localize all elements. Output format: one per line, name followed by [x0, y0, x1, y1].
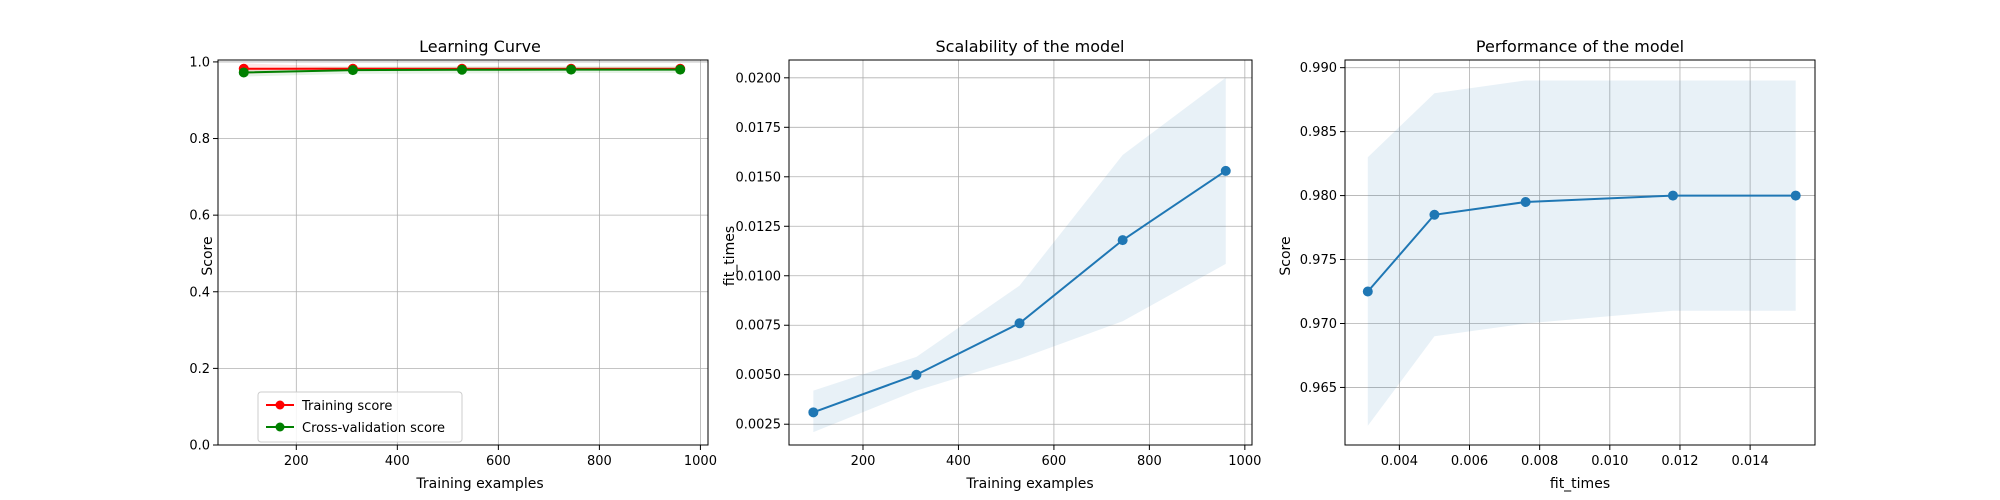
x-tick-label: 1000 [684, 454, 717, 469]
y-tick-label: 0.0050 [736, 368, 782, 383]
y-axis-label: Score [1278, 236, 1294, 275]
legend: Training score Cross-validation score [257, 391, 463, 443]
y-axis-label: Score [200, 236, 216, 275]
data-point-series-0 [911, 369, 922, 380]
y-tick-label: 0.4 [189, 285, 210, 300]
x-tick-label: 200 [284, 454, 309, 469]
data-point-series-0 [1014, 318, 1025, 329]
chart-title: Scalability of the model [936, 37, 1125, 56]
y-tick-label: 1.0 [189, 55, 210, 70]
data-point-series-0 [1362, 286, 1373, 297]
plot-area: 0.004 0.006 0.008 0.010 0.012 0.014 0.965 0.970… [1300, 59, 1816, 469]
x-tick-label: 600 [486, 454, 511, 469]
plot-area: 200 400 600 800 1000 0.0025 0.0050 0.0075 0.0100… [736, 59, 1261, 469]
data-point-series-0 [1520, 196, 1531, 207]
legend-label-training-score: Training score [301, 399, 392, 414]
x-axis-label: Training examples [415, 476, 543, 492]
y-tick-label: 0.0200 [736, 71, 782, 86]
y-tick-label: 0.0100 [736, 269, 782, 284]
legend-box [257, 391, 463, 443]
axes-frame [788, 59, 1253, 446]
x-axis-label: Training examples [965, 476, 1093, 492]
x-tick-label: 400 [385, 454, 410, 469]
x-tick-label: 400 [946, 454, 971, 469]
data-point-series-0 [808, 407, 819, 418]
y-tick-label: 0.0 [189, 439, 210, 454]
legend-marker-training-score [275, 400, 285, 410]
confidence-band-series-0 [813, 77, 1226, 433]
performance-panel: 0.004 0.006 0.008 0.010 0.012 0.014 0.965 0.970… [1278, 37, 1816, 492]
y-tick-label: 0.8 [189, 132, 210, 147]
x-tick-label: 0.010 [1591, 454, 1628, 469]
plot-background [218, 60, 708, 445]
x-tick-label: 600 [1041, 454, 1066, 469]
y-tick-label: 0.2 [189, 362, 210, 377]
legend-marker-cross-validation-score [275, 422, 285, 432]
plot-background [789, 60, 1252, 445]
data-point-series-0 [1790, 190, 1801, 201]
data-point-series-0 [1117, 235, 1128, 246]
chart-title: Learning Curve [419, 37, 541, 56]
y-tick-label: 0.0150 [736, 170, 782, 185]
x-axis-label: fit_times [1550, 476, 1610, 492]
data-point-series-0 [1667, 190, 1678, 201]
x-tick-label: 800 [1137, 454, 1162, 469]
data-point-series-0 [1429, 209, 1440, 220]
y-tick-label: 0.0175 [736, 121, 782, 136]
x-tick-label: 1000 [1228, 454, 1261, 469]
x-tick-label: 200 [851, 454, 876, 469]
x-tick-label: 800 [587, 454, 612, 469]
chart-title: Performance of the model [1476, 37, 1684, 56]
data-point-cross-validation-score [675, 64, 686, 75]
y-tick-label: 0.0025 [736, 418, 782, 433]
x-tick-label: 0.006 [1451, 454, 1488, 469]
y-tick-label: 0.970 [1300, 317, 1337, 332]
axes-frame [1344, 59, 1816, 446]
y-tick-label: 0.975 [1300, 253, 1337, 268]
x-tick-label: 0.012 [1661, 454, 1698, 469]
axes-frame [217, 59, 709, 446]
legend-label-cross-validation-score: Cross-validation score [302, 421, 445, 436]
y-tick-label: 0.6 [189, 209, 210, 224]
y-tick-label: 0.965 [1300, 381, 1337, 396]
x-tick-label: 0.004 [1381, 454, 1418, 469]
data-point-cross-validation-score [566, 64, 577, 75]
scalability-panel: 200 400 600 800 1000 0.0025 0.0050 0.0075 0.0100… [722, 37, 1261, 492]
plot-area: 200 400 600 800 1000 0.0 0.2 0.4 0.6 0.8 1.0 [189, 55, 717, 469]
x-tick-label: 0.014 [1732, 454, 1769, 469]
data-point-cross-validation-score [347, 65, 358, 76]
x-tick-label: 0.008 [1521, 454, 1558, 469]
y-tick-label: 0.990 [1300, 61, 1337, 76]
confidence-band-series-0 [1367, 80, 1796, 426]
y-tick-label: 0.980 [1300, 189, 1337, 204]
y-tick-label: 0.0125 [736, 220, 782, 235]
data-point-series-0 [1220, 165, 1231, 176]
data-point-cross-validation-score [238, 67, 249, 78]
y-tick-label: 0.985 [1300, 125, 1337, 140]
data-point-cross-validation-score [456, 64, 467, 75]
learning-curve-panel: 200 400 600 800 1000 0.0 0.2 0.4 0.6 0.8 1.0 Learn… [189, 37, 717, 492]
y-tick-label: 0.0075 [736, 319, 782, 334]
plot-background [1345, 60, 1815, 445]
y-axis-label: fit_times [722, 226, 738, 286]
